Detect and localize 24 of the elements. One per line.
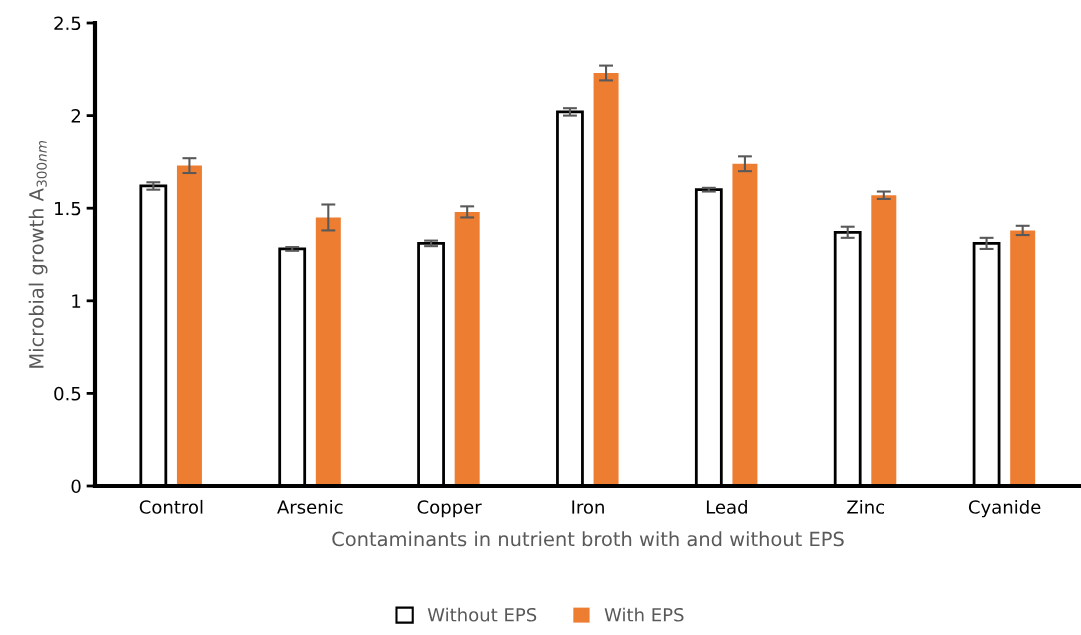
y-axis-title: Microbial growth A$_{300nm}$ [28,140,48,368]
y-tick-label: 1.5 [55,201,81,216]
legend-label: With EPS [604,607,684,622]
legend-label: Without EPS [427,607,537,622]
x-tick-label: Lead [706,499,747,514]
bar [871,195,897,486]
bar [1010,230,1036,486]
x-tick-label: Cyanide [968,499,1041,518]
x-tick-label: Control [139,499,203,514]
x-tick-label: Iron [572,500,604,514]
x-tick-label: Zinc [847,499,885,514]
bar [454,211,480,486]
y-tick-label: 2.5 [54,16,81,31]
x-axis-title: Contaminants in nutrient broth with and without EPS [332,531,844,547]
y-tick-label: 0 [71,479,81,494]
x-tick-label: Arsenic [277,499,343,514]
y-tick-label: 0.5 [54,386,81,401]
y-tick-label: 1 [72,294,81,308]
bar [176,165,202,486]
x-tick-label: Copper [417,500,482,518]
y-tick-label: 2 [71,109,80,123]
bar [315,217,341,486]
bar [732,163,758,486]
bar [593,73,619,486]
